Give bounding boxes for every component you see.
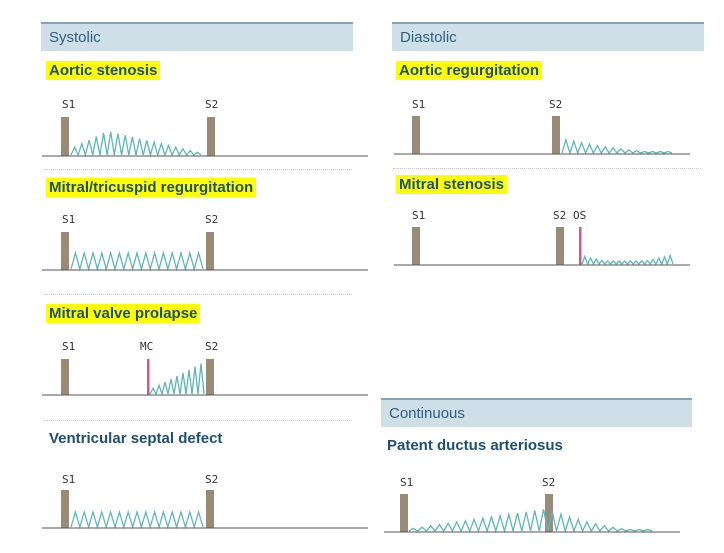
continuous-header: Continuous xyxy=(381,398,692,427)
s2-heart-sound xyxy=(207,117,215,156)
mitral-valve-prolapse-title: Mitral valve prolapse xyxy=(46,304,200,323)
s1-label: S1 xyxy=(62,340,75,353)
ventricular-septal-defect-title: Ventricular septal defect xyxy=(49,429,222,448)
divider xyxy=(44,294,352,295)
s2-heart-sound xyxy=(206,359,214,395)
divider xyxy=(44,169,352,170)
s1-label: S1 xyxy=(400,476,413,489)
aortic-stenosis-diagram: S1 S2 xyxy=(40,92,370,162)
s2-label: S2 xyxy=(205,340,218,353)
mitral-tricuspid-regurgitation-diagram: S1 S2 xyxy=(40,207,370,277)
s1-heart-sound xyxy=(61,232,69,270)
s1-heart-sound xyxy=(61,117,69,156)
s2-label: S2 xyxy=(542,476,555,489)
murmur-waveform xyxy=(71,132,201,155)
murmur-waveform xyxy=(409,509,652,531)
s2-label: S2 xyxy=(549,98,562,111)
aortic-regurgitation-title: Aortic regurgitation xyxy=(396,61,542,80)
s2-heart-sound xyxy=(552,116,560,154)
s1-label: S1 xyxy=(62,473,75,486)
os-label: OS xyxy=(573,209,586,222)
mitral-tricuspid-regurgitation-title: Mitral/tricuspid regurgitation xyxy=(46,178,256,197)
mitral-stenosis-diagram: S1 S2 OS xyxy=(390,203,720,273)
mitral-stenosis-title: Mitral stenosis xyxy=(396,175,507,194)
s2-label: S2 xyxy=(205,473,218,486)
s1-label: S1 xyxy=(62,213,75,226)
murmur-waveform xyxy=(71,253,203,269)
murmur-waveform xyxy=(71,512,203,527)
mitral-valve-prolapse-diagram: S1 MC S2 xyxy=(40,332,370,402)
systolic-header: Systolic xyxy=(41,22,353,51)
mid-systolic-click xyxy=(147,359,150,395)
patent-ductus-arteriosus-diagram: S1 S2 xyxy=(380,470,710,540)
diastolic-header: Diastolic xyxy=(392,22,704,51)
s2-label: S2 xyxy=(205,213,218,226)
aortic-stenosis-title: Aortic stenosis xyxy=(46,61,160,80)
s1-heart-sound xyxy=(412,116,420,154)
s1-label: S1 xyxy=(412,209,425,222)
murmur-waveform xyxy=(150,364,204,394)
s1-heart-sound xyxy=(61,359,69,395)
s2-heart-sound xyxy=(206,490,214,528)
murmur-waveform xyxy=(582,256,673,264)
s1-heart-sound xyxy=(400,494,408,532)
mc-label: MC xyxy=(140,340,153,353)
s1-label: S1 xyxy=(62,98,75,111)
s1-heart-sound xyxy=(412,227,420,265)
aortic-regurgitation-diagram: S1 S2 xyxy=(390,92,720,162)
s1-heart-sound xyxy=(61,490,69,528)
divider xyxy=(393,168,701,169)
murmur-waveform xyxy=(562,140,672,153)
s2-heart-sound xyxy=(556,227,564,265)
s2-label: S2 xyxy=(553,209,566,222)
s2-label: S2 xyxy=(205,98,218,111)
s1-label: S1 xyxy=(412,98,425,111)
patent-ductus-arteriosus-title: Patent ductus arteriosus xyxy=(387,436,563,455)
divider xyxy=(44,420,352,421)
s2-heart-sound xyxy=(206,232,214,270)
ventricular-septal-defect-diagram: S1 S2 xyxy=(40,465,370,535)
opening-snap xyxy=(579,227,582,265)
